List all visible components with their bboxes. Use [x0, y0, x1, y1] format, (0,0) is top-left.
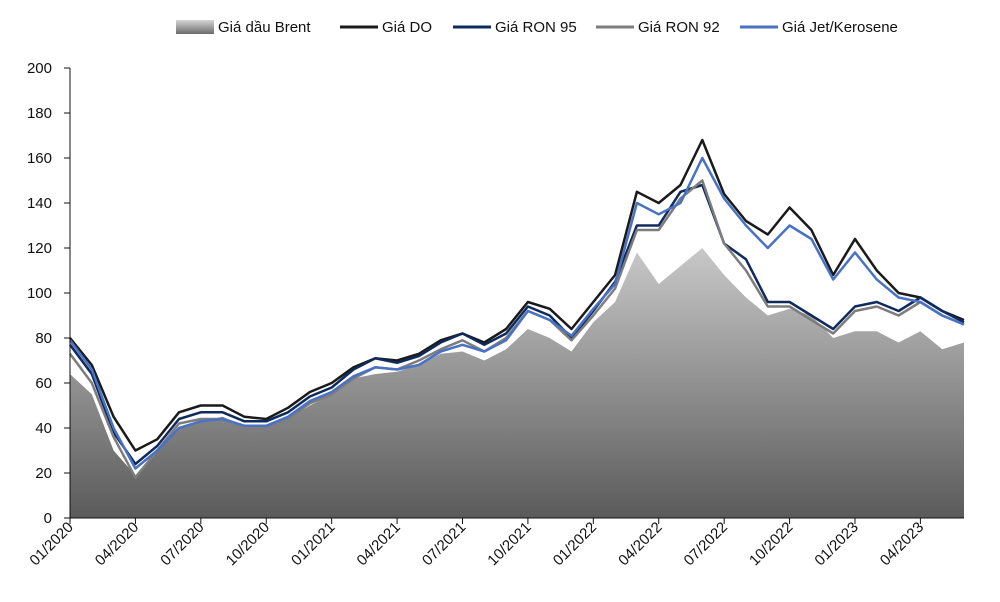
- y-tick-label: 60: [35, 375, 52, 392]
- series-line-4: [68, 156, 965, 470]
- x-tick-label: 04/2022: [615, 519, 665, 569]
- x-tick-label: 07/2021: [419, 519, 469, 569]
- x-tick-label: 04/2020: [92, 519, 142, 569]
- y-tick-label: 200: [27, 60, 52, 77]
- y-tick-label: 100: [27, 285, 52, 302]
- legend-label: Giá RON 92: [638, 19, 720, 36]
- legend-label: Giá dầu Brent: [218, 19, 311, 36]
- y-tick-label: 120: [27, 240, 52, 257]
- chart-legend: Giá dầu Brent Giá DO Giá RON 95 Giá RON 92 G…: [176, 19, 898, 36]
- series-line-2: [68, 183, 965, 466]
- y-tick-label: 0: [44, 510, 52, 527]
- legend-swatch-brent: [176, 20, 214, 34]
- plot-area: [68, 138, 965, 518]
- x-tick-label: 01/2023: [811, 519, 861, 569]
- x-tick-label: 10/2021: [484, 519, 534, 569]
- legend-label: Giá Jet/Kerosene: [782, 19, 898, 36]
- series-area-brent: [70, 248, 964, 518]
- series-line-1: [69, 138, 965, 452]
- x-tick-label: 10/2020: [223, 519, 273, 569]
- y-tick-label: 20: [35, 465, 52, 482]
- legend-label: Giá DO: [382, 19, 432, 36]
- x-tick-label: 07/2022: [681, 519, 731, 569]
- y-tick-label: 160: [27, 150, 52, 167]
- legend-label: Giá RON 95: [495, 19, 577, 36]
- x-tick-label: 04/2021: [354, 519, 404, 569]
- x-tick-label: 01/2022: [550, 519, 600, 569]
- x-tick-label: 04/2023: [877, 519, 927, 569]
- y-tick-label: 40: [35, 420, 52, 437]
- y-tick-label: 180: [27, 105, 52, 122]
- y-tick-label: 80: [35, 330, 52, 347]
- x-tick-label: 01/2021: [288, 519, 338, 569]
- x-tick-label: 10/2022: [746, 519, 796, 569]
- y-tick-label: 140: [27, 195, 52, 212]
- x-tick-label: 07/2020: [157, 519, 207, 569]
